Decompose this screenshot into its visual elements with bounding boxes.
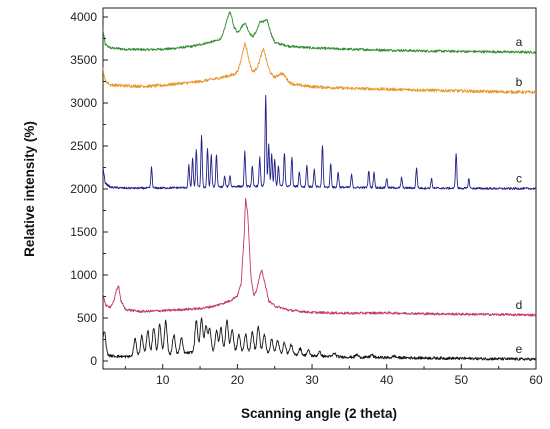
x-axis-label: Scanning angle (2 theta) (241, 406, 397, 421)
x-tick-label: 30 (305, 373, 319, 387)
series-label-e: e (516, 342, 523, 356)
x-tick-label: 10 (156, 373, 170, 387)
series-line-c (102, 94, 537, 191)
y-tick-label: 500 (77, 311, 97, 325)
series-line-a (102, 11, 537, 54)
series-line-d (102, 198, 537, 317)
series-label-d: d (516, 298, 523, 312)
y-tick-label: 0 (90, 354, 97, 368)
series-label-a: a (516, 35, 523, 49)
y-tick-label: 2000 (70, 182, 97, 196)
y-axis-label: Relative intensity (%) (22, 121, 37, 257)
x-tick-label: 20 (231, 373, 245, 387)
x-tick-label: 40 (380, 373, 394, 387)
series-line-b (102, 42, 537, 95)
y-tick-label: 4000 (70, 10, 97, 24)
y-tick-label: 3500 (70, 53, 97, 67)
series-label-b: b (516, 75, 523, 89)
y-tick-label: 2500 (70, 139, 97, 153)
series-label-c: c (516, 172, 522, 186)
y-tick-label: 1000 (70, 268, 97, 282)
x-tick-label: 50 (455, 373, 469, 387)
y-tick-label: 1500 (70, 225, 97, 239)
series-line-e (102, 317, 537, 362)
x-tick-label: 60 (529, 373, 543, 387)
y-tick-label: 3000 (70, 96, 97, 110)
